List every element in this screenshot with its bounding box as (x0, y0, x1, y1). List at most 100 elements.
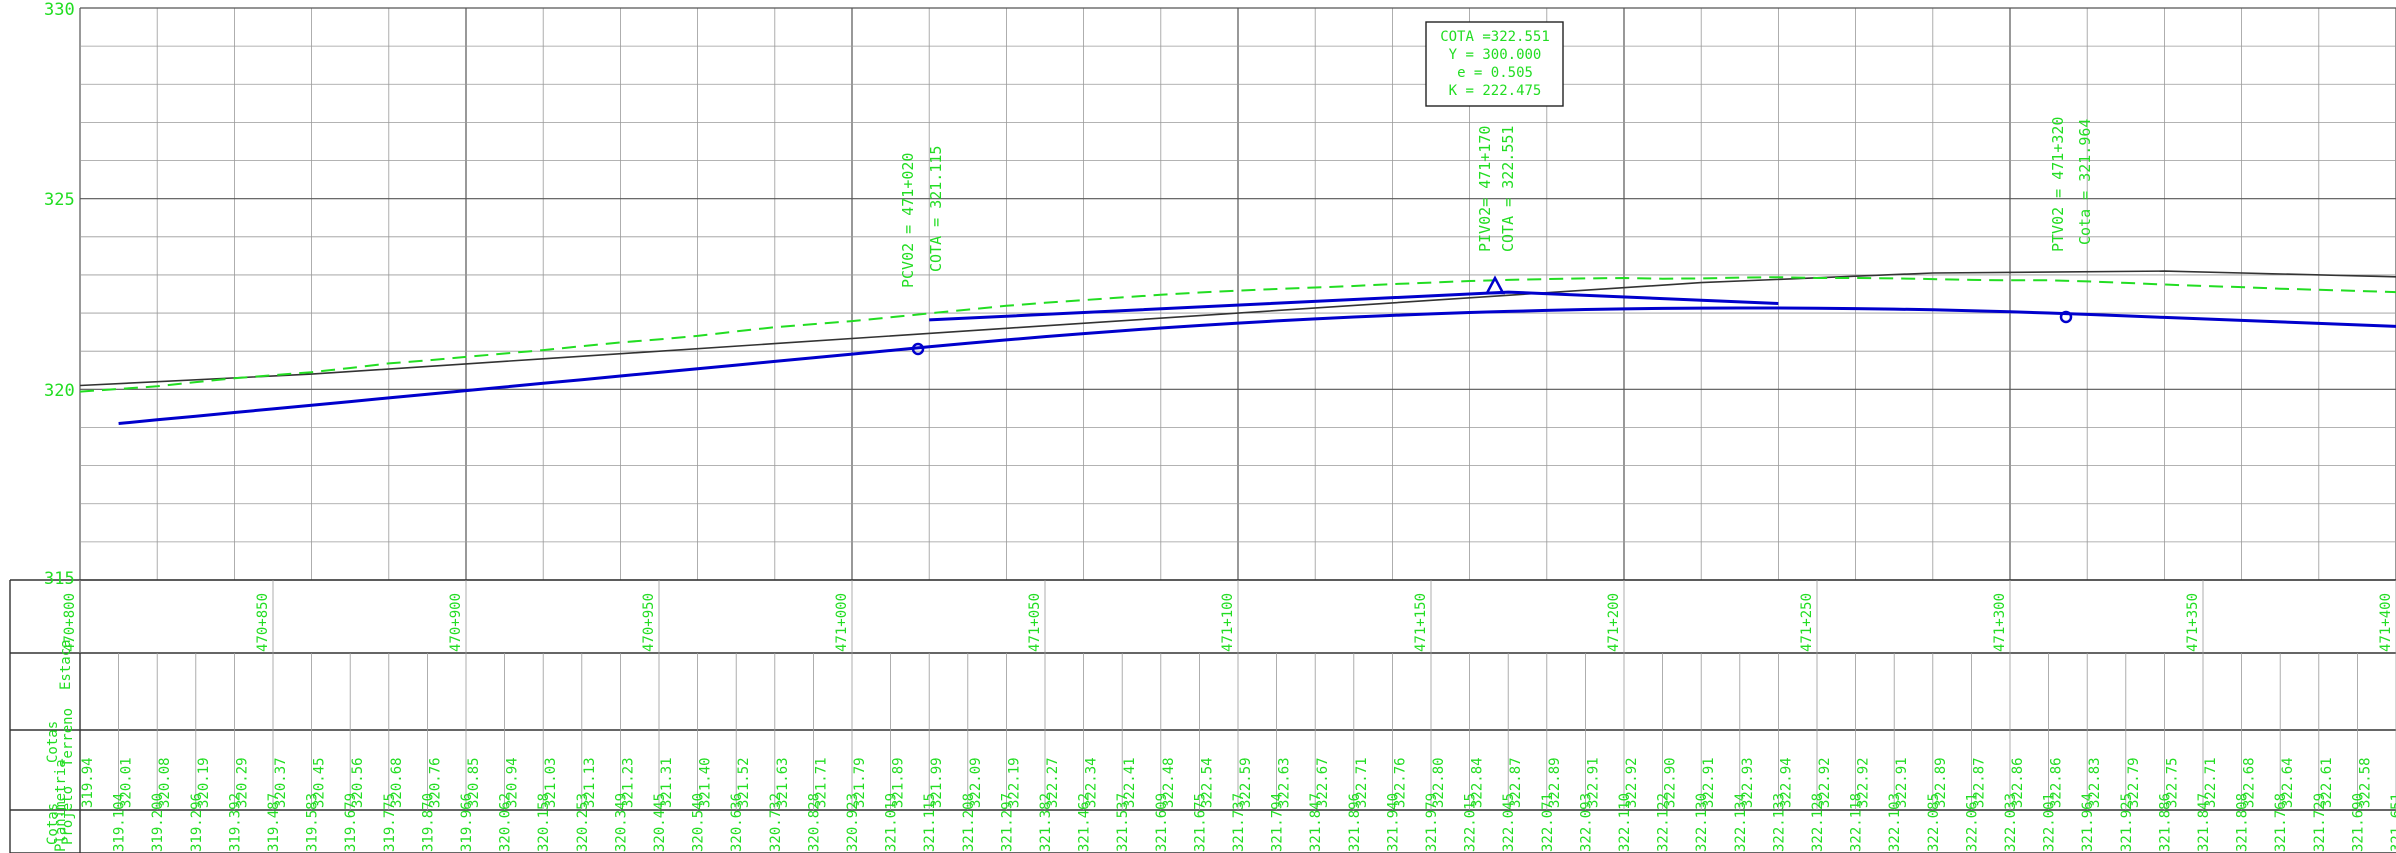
project-elevation-value: 320.636 (729, 793, 745, 852)
terrain-elevation-value: 322.54 (1199, 757, 1215, 808)
terrain-elevation-value: 321.03 (543, 757, 559, 808)
terrain-elevation-value: 321.52 (736, 757, 752, 808)
project-elevation-value: 320.349 (613, 793, 629, 852)
project-elevation-value: 319.583 (305, 793, 321, 852)
project-elevation-value: 322.133 (1771, 793, 1787, 852)
project-elevation-value: 320.732 (768, 793, 784, 852)
pcv-station-label: PCV02 = 471+020 (899, 153, 917, 288)
row-label-estaca: Estaca (58, 639, 74, 690)
station-label: 471+200 (1606, 593, 1622, 652)
terrain-elevation-value: 322.71 (2203, 757, 2219, 808)
project-elevation-value: 319.487 (266, 793, 282, 852)
project-elevation-value: 319.870 (420, 793, 436, 852)
terrain-elevation-value: 322.19 (1006, 757, 1022, 808)
terrain-elevation-value: 322.58 (2357, 757, 2373, 808)
project-elevation-value: 321.462 (1077, 793, 1093, 852)
terrain-elevation-value: 322.90 (1663, 757, 1679, 808)
terrain-elevation-value: 319.94 (80, 757, 96, 808)
project-elevation-value: 319.200 (150, 793, 166, 852)
project-elevation-value: 322.033 (2003, 793, 2019, 852)
station-label: 470+800 (62, 593, 78, 652)
project-elevation-value: 321.768 (2273, 793, 2289, 852)
project-elevation-value: 322.130 (1694, 793, 1710, 852)
terrain-elevation-value: 320.08 (157, 757, 173, 808)
terrain-elevation-value: 322.86 (2010, 757, 2026, 808)
terrain-elevation-value: 320.19 (196, 757, 212, 808)
terrain-elevation-value: 322.67 (1315, 757, 1331, 808)
terrain-elevation-value: 322.63 (1277, 757, 1293, 808)
terrain-elevation-value: 321.99 (929, 757, 945, 808)
terrain-elevation-value: 320.29 (234, 757, 250, 808)
row-label-planimetria: Planimetria (53, 759, 69, 852)
terrain-elevation-value: 321.31 (659, 757, 675, 808)
piv-triangle-marker (1484, 275, 1506, 295)
project-elevation-value: 322.128 (1810, 793, 1826, 852)
project-elevation-value: 319.296 (189, 793, 205, 852)
terrain-elevation-value: 321.71 (813, 757, 829, 808)
terrain-elevation-value: 322.41 (1122, 757, 1138, 808)
pcv-cota-label: COTA = 321.115 (927, 146, 945, 272)
project-elevation-value: 320.540 (691, 793, 707, 852)
project-elevation-value: 321.925 (2119, 793, 2135, 852)
project-elevation-value: 321.609 (1154, 793, 1170, 852)
project-elevation-value: 321.737 (1231, 793, 1247, 852)
terrain-elevation-value: 322.91 (1701, 757, 1717, 808)
project-elevation-value: 319.104 (112, 793, 128, 852)
terrain-elevation-value: 322.91 (1585, 757, 1601, 808)
terrain-elevation-value: 320.45 (312, 757, 328, 808)
project-elevation-value: 319.966 (459, 793, 475, 852)
station-label: 471+100 (1220, 593, 1236, 652)
project-elevation-value: 321.896 (1347, 793, 1363, 852)
terrain-elevation-value: 322.86 (2049, 757, 2065, 808)
project-elevation-value: 321.808 (2235, 793, 2251, 852)
ptv-station-label: PTV02 = 471+320 (2049, 117, 2067, 252)
terrain-elevation-value: 322.89 (1933, 757, 1949, 808)
terrain-elevation-value: 322.27 (1045, 757, 1061, 808)
terrain-elevation-value: 321.79 (852, 757, 868, 808)
terrain-elevation-value: 322.64 (2280, 757, 2296, 808)
station-label: 471+400 (2378, 593, 2394, 652)
project-elevation-value: 321.979 (1424, 793, 1440, 852)
project-elevation-value: 321.382 (1038, 793, 1054, 852)
terrain-elevation-value: 322.79 (2126, 757, 2142, 808)
project-elevation-value: 320.158 (536, 793, 552, 852)
project-elevation-value: 322.085 (1926, 793, 1942, 852)
project-elevation-value: 319.392 (227, 793, 243, 852)
project-elevation-value: 321.847 (2196, 793, 2212, 852)
project-elevation-value: 321.115 (922, 793, 938, 852)
terrain-elevation-value: 322.92 (1856, 757, 1872, 808)
pcv-point-marker (911, 342, 925, 356)
terrain-elevation-value: 322.76 (1392, 757, 1408, 808)
terrain-elevation-value: 320.68 (389, 757, 405, 808)
terrain-elevation-value: 322.87 (1508, 757, 1524, 808)
terrain-elevation-value: 322.94 (1778, 757, 1794, 808)
project-elevation-value: 322.122 (1656, 793, 1672, 852)
station-label: 470+850 (255, 593, 271, 652)
station-label: 471+300 (1992, 593, 2008, 652)
terrain-elevation-value: 321.89 (891, 757, 907, 808)
project-elevation-value: 321.537 (1115, 793, 1131, 852)
curve-box-y: Y = 300.000 (1449, 47, 1542, 63)
design-grade-line (118, 306, 2396, 425)
project-elevation-value: 320.253 (575, 793, 591, 852)
terrain-elevation-value: 321.63 (775, 757, 791, 808)
terrain-elevation-labels: 319.94 320.01 320.08 320.19 320.29 320.37 320.… (80, 757, 2373, 808)
terrain-elevation-value: 320.01 (119, 757, 135, 808)
ptv-point-marker (2059, 310, 2073, 324)
terrain-elevation-value: 322.92 (1624, 757, 1640, 808)
terrain-elevation-value: 322.71 (1354, 757, 1370, 808)
project-elevation-value: 321.208 (961, 793, 977, 852)
project-elevation-value: 321.019 (884, 793, 900, 852)
project-elevation-value: 321.690 (2350, 793, 2366, 852)
project-elevation-value: 321.940 (1385, 793, 1401, 852)
y-tick-325: 325 (44, 190, 75, 210)
data-table-grid (9, 579, 2396, 853)
terrain-elevation-value: 321.13 (582, 757, 598, 808)
project-elevation-value: 321.675 (1192, 793, 1208, 852)
station-label: 471+150 (1413, 593, 1429, 652)
station-label: 471+250 (1799, 593, 1815, 652)
station-label: 471+050 (1027, 593, 1043, 652)
terrain-elevation-value: 322.34 (1084, 757, 1100, 808)
row-label-cotas-terreno-1: Cotas (45, 721, 61, 763)
